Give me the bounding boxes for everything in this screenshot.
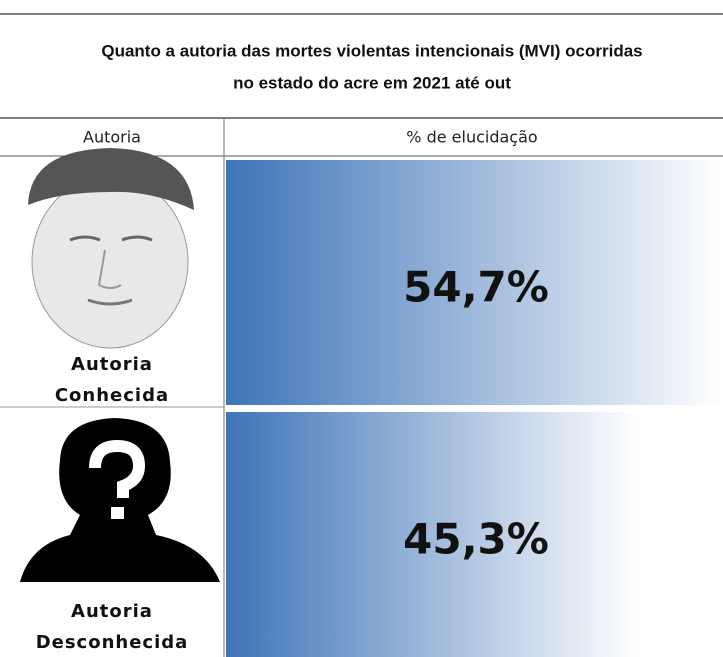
category-label: Desconhecida xyxy=(36,632,189,653)
title-line: no estado do acre em 2021 até out xyxy=(233,73,511,92)
title-line: Quanto a autoria das mortes violentas in… xyxy=(101,41,642,60)
column-header: Autoria xyxy=(83,128,141,147)
silhouette-icon xyxy=(20,418,220,582)
sketch-face-icon xyxy=(28,148,194,348)
chart: Quanto a autoria das mortes violentas in… xyxy=(0,0,723,657)
category-label: Autoria xyxy=(71,354,153,375)
category-label: Autoria xyxy=(71,601,153,622)
value-label: 45,3% xyxy=(403,515,549,564)
value-label: 54,7% xyxy=(403,263,549,312)
column-header: % de elucidação xyxy=(406,128,537,147)
category-label: Conhecida xyxy=(55,385,169,406)
